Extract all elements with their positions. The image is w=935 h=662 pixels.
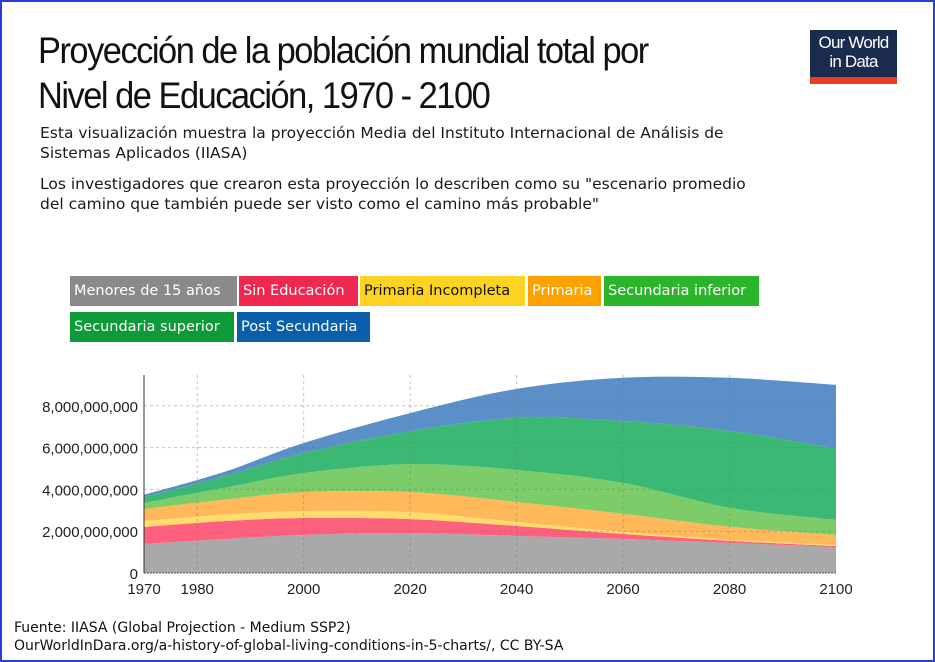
area-series-4 [144,464,836,535]
source-note: Fuente: IIASA (Global Projection - Mediu… [14,620,351,636]
x-tick-label: 2020 [393,581,426,598]
stacked-area-chart: 0 2,000,000,000 4,000,000,000 6,000,000,000… [42,375,853,598]
subtitle-text: Los investigadores que crearon esta proy… [40,175,746,193]
x-tick-label: 1970 [127,581,160,598]
legend-item-primaria-incompleta[interactable]: Primaria Incompleta [360,276,525,306]
area-series-5 [144,417,836,520]
subtitle-paragraph-1: Esta visualización muestra la proyección… [40,123,900,163]
area-series-3 [144,491,836,545]
title-line-2: Nivel de Educación, 1970 - 2100 [38,75,491,116]
x-tick-label: 2060 [606,581,639,598]
our-world-in-data-logo[interactable]: Our World in Data [810,30,897,84]
legend-label: Sin Educación [243,283,345,299]
legend-label: Secundaria superior [74,319,220,335]
x-tick-label: 2100 [819,581,852,598]
logo-line-2: in Data [829,52,878,71]
legend-item-secundaria-superior[interactable]: Secundaria superior [70,312,234,342]
area-series-0 [144,533,836,573]
title-line-1: Proyección de la población mundial total… [38,30,649,71]
legend-item-primaria[interactable]: Primaria [528,276,601,306]
area-series-2 [144,510,836,547]
subtitle-text: Esta visualización muestra la proyección… [40,124,724,142]
legend-label: Post Secundaria [241,319,358,335]
x-tick-label: 2080 [713,581,746,598]
legend-item-menores-15[interactable]: Menores de 15 años [70,276,237,306]
y-tick-label: 6,000,000,000 [42,441,138,458]
legend-item-sin-educacion[interactable]: Sin Educación [239,276,358,306]
subtitle-text: del camino que también puede ser visto c… [40,195,599,213]
y-tick-label: 8,000,000,000 [42,399,138,416]
legend-item-secundaria-inferior[interactable]: Secundaria inferior [604,276,759,306]
x-tick-label: 1980 [181,581,214,598]
logo-accent-bar [810,77,897,84]
source-url[interactable]: OurWorldInDara.org/a-history-of-global-l… [14,638,564,654]
x-tick-label: 2000 [287,581,320,598]
subtitle-paragraph-2: Los investigadores que crearon esta proy… [40,174,900,214]
y-tick-label: 2,000,000,000 [42,524,138,541]
legend-label: Primaria [532,283,593,299]
y-tick-label: 0 [130,566,138,583]
area-series-6 [144,376,836,497]
legend-label: Primaria Incompleta [364,283,511,299]
subtitle-text: Sistemas Aplicados (IIASA) [40,144,248,162]
legend-label: Secundaria inferior [608,283,747,299]
chart-title: Proyección de la población mundial total… [38,28,745,118]
legend-item-post-secundaria[interactable]: Post Secundaria [237,312,370,342]
area-series-1 [144,517,836,548]
logo-line-1: Our World [818,33,890,52]
x-tick-label: 2040 [500,581,533,598]
legend-label: Menores de 15 años [74,283,221,299]
y-tick-label: 4,000,000,000 [42,482,138,499]
